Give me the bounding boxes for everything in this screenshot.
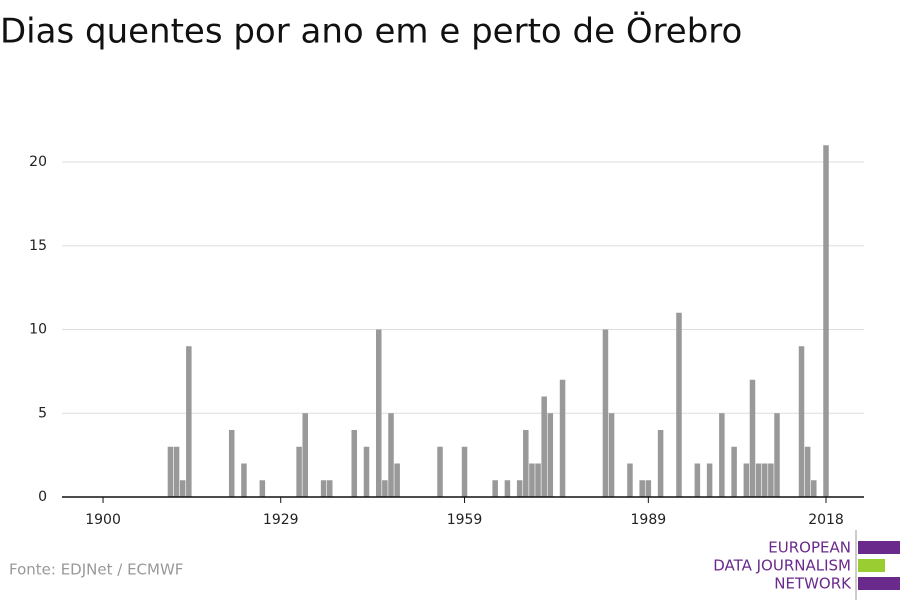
y-tick-label: 15 xyxy=(29,238,47,254)
bar xyxy=(461,446,468,497)
y-tick-label: 5 xyxy=(38,405,47,421)
logo-text: DATA JOURNALISM xyxy=(713,557,851,575)
bar xyxy=(694,463,701,497)
bar xyxy=(743,463,750,497)
x-tick-label: 1989 xyxy=(631,512,667,528)
bar xyxy=(823,145,829,497)
bar xyxy=(602,329,609,497)
bar xyxy=(302,413,308,497)
x-tick-label: 2018 xyxy=(808,512,844,528)
bar xyxy=(167,446,174,497)
bar xyxy=(388,413,394,497)
bar xyxy=(774,413,780,497)
logo-text: NETWORK xyxy=(774,575,852,593)
bar xyxy=(676,312,682,497)
bar xyxy=(755,463,762,497)
bar xyxy=(437,446,443,497)
logo-bar xyxy=(858,541,900,554)
bar xyxy=(608,413,615,497)
bar xyxy=(492,480,498,497)
bar xyxy=(523,430,529,497)
bar xyxy=(351,430,358,497)
bar xyxy=(296,446,302,497)
bar xyxy=(504,480,511,497)
y-tick-label: 20 xyxy=(29,154,47,170)
bar xyxy=(761,463,768,497)
source: Fonte: EDJNet / ECMWF xyxy=(9,561,183,579)
bar xyxy=(559,379,566,497)
bar xyxy=(529,463,535,497)
bar xyxy=(320,480,327,497)
bar xyxy=(657,430,664,497)
bar xyxy=(749,379,756,497)
bar xyxy=(179,480,186,497)
y-tick-label: 0 xyxy=(38,489,47,505)
logo: EUROPEAN DATA JOURNALISM NETWORK xyxy=(713,530,900,600)
bar xyxy=(811,480,817,497)
bar xyxy=(627,463,633,497)
bar xyxy=(394,463,400,497)
bar xyxy=(547,413,554,497)
bar xyxy=(768,463,774,497)
bar xyxy=(731,446,737,497)
bar xyxy=(719,413,725,497)
bar xyxy=(706,463,713,497)
x-tick-label: 1929 xyxy=(263,512,299,528)
bar xyxy=(186,346,192,497)
logo-bar xyxy=(858,559,885,572)
bar xyxy=(798,346,805,497)
bar xyxy=(241,463,247,497)
bar xyxy=(639,480,645,497)
chart-title: Dias quentes por ano em e perto de Örebr… xyxy=(0,11,742,52)
bar xyxy=(645,480,652,497)
bar xyxy=(326,480,333,497)
bar xyxy=(228,430,235,497)
bar xyxy=(804,446,811,497)
bar xyxy=(382,480,388,497)
logo-text: EUROPEAN xyxy=(768,539,851,557)
bar xyxy=(363,446,370,497)
bar xyxy=(535,463,541,497)
x-tick-label: 1900 xyxy=(85,512,121,528)
bar xyxy=(173,446,180,497)
y-tick-label: 10 xyxy=(29,322,47,338)
x-tick-label: 1959 xyxy=(447,512,483,528)
bar xyxy=(259,480,266,497)
logo-bar xyxy=(858,577,900,590)
bar xyxy=(375,329,382,497)
bar xyxy=(516,480,523,497)
bar xyxy=(541,396,547,497)
